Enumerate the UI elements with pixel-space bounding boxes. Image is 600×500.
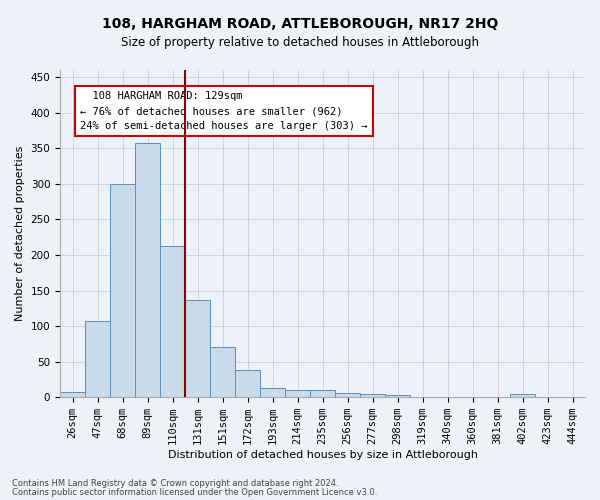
Bar	[110, 184, 135, 397]
Bar	[135, 142, 160, 397]
Bar	[310, 390, 335, 397]
Y-axis label: Number of detached properties: Number of detached properties	[15, 146, 25, 322]
Bar	[85, 321, 110, 397]
Bar	[160, 246, 185, 397]
Bar	[335, 393, 360, 397]
Bar	[510, 394, 535, 397]
Text: Size of property relative to detached houses in Attleborough: Size of property relative to detached ho…	[121, 36, 479, 49]
Bar	[260, 388, 285, 397]
Text: 108, HARGHAM ROAD, ATTLEBOROUGH, NR17 2HQ: 108, HARGHAM ROAD, ATTLEBOROUGH, NR17 2H…	[102, 18, 498, 32]
Text: 108 HARGHAM ROAD: 129sqm  
← 76% of detached houses are smaller (962)
24% of sem: 108 HARGHAM ROAD: 129sqm ← 76% of detach…	[80, 92, 368, 131]
Bar	[385, 395, 410, 397]
X-axis label: Distribution of detached houses by size in Attleborough: Distribution of detached houses by size …	[167, 450, 478, 460]
Text: Contains HM Land Registry data © Crown copyright and database right 2024.: Contains HM Land Registry data © Crown c…	[12, 478, 338, 488]
Bar	[360, 394, 385, 397]
Bar	[210, 348, 235, 397]
Text: Contains public sector information licensed under the Open Government Licence v3: Contains public sector information licen…	[12, 488, 377, 497]
Bar	[60, 392, 85, 397]
Bar	[185, 300, 210, 397]
Bar	[235, 370, 260, 397]
Bar	[285, 390, 310, 397]
